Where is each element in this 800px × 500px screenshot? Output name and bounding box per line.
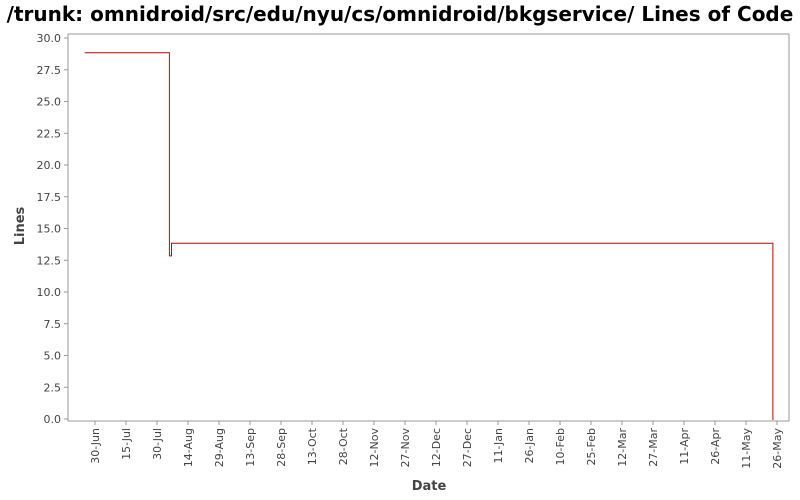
x-tick-label: 10-Feb: [554, 428, 567, 465]
x-tick-label: 12-Mar: [616, 428, 629, 467]
x-tick-label: 28-Sep: [275, 428, 288, 467]
x-tick-label: 29-Aug: [213, 428, 226, 467]
x-tick-label: 12-Dec: [430, 428, 443, 467]
y-tick-label: 22.5: [37, 127, 62, 140]
x-tick-label: 11-Apr: [678, 428, 691, 465]
x-tick-label: 28-Oct: [337, 427, 350, 465]
x-tick-label: 30-Jul: [151, 428, 164, 460]
x-tick-label: 11-May: [740, 428, 753, 469]
x-tick-label: 14-Aug: [182, 428, 195, 467]
x-tick-label: 27-Mar: [647, 428, 660, 467]
x-tick-label: 27-Dec: [461, 428, 474, 467]
y-tick-label: 25.0: [37, 96, 62, 109]
y-tick-label: 10.0: [37, 286, 62, 299]
y-axis-label: Lines: [13, 206, 28, 245]
y-tick-label: 0.0: [44, 413, 62, 426]
x-tick-label: 27-Nov: [399, 428, 412, 468]
y-tick-label: 15.0: [37, 223, 62, 236]
y-tick-label: 12.5: [37, 254, 62, 267]
plot-area: [68, 34, 789, 421]
x-tick-label: 13-Oct: [306, 427, 319, 465]
x-tick-label: 11-Jan: [492, 428, 505, 464]
y-tick-label: 7.5: [44, 318, 62, 331]
x-tick-label: 26-Jan: [523, 428, 536, 464]
y-axis: 0.0 2.5 5.0 7.5 10.0 12.5 15.0 17.5 20.0 22.5 25.0…: [37, 32, 69, 426]
y-tick-label: 17.5: [37, 191, 62, 204]
x-tick-label: 30-Jun: [89, 428, 102, 464]
y-tick-label: 2.5: [44, 381, 62, 394]
y-tick-label: 20.0: [37, 159, 62, 172]
x-tick-label: 26-Apr: [709, 428, 722, 465]
x-tick-label: 13-Sep: [244, 428, 257, 467]
x-tick-label: 15-Jul: [120, 428, 133, 460]
y-tick-label: 30.0: [37, 32, 62, 45]
x-tick-label: 12-Nov: [368, 428, 381, 468]
x-tick-label: 25-Feb: [585, 428, 598, 465]
y-tick-label: 5.0: [44, 350, 62, 363]
x-tick-label: 26-May: [771, 428, 784, 469]
y-tick-label: 27.5: [37, 64, 62, 77]
x-axis-label: Date: [412, 479, 447, 494]
x-axis: 30-Jun 15-Jul 30-Jul 14-Aug 29-Aug 13-Sep 28-S…: [89, 421, 784, 469]
